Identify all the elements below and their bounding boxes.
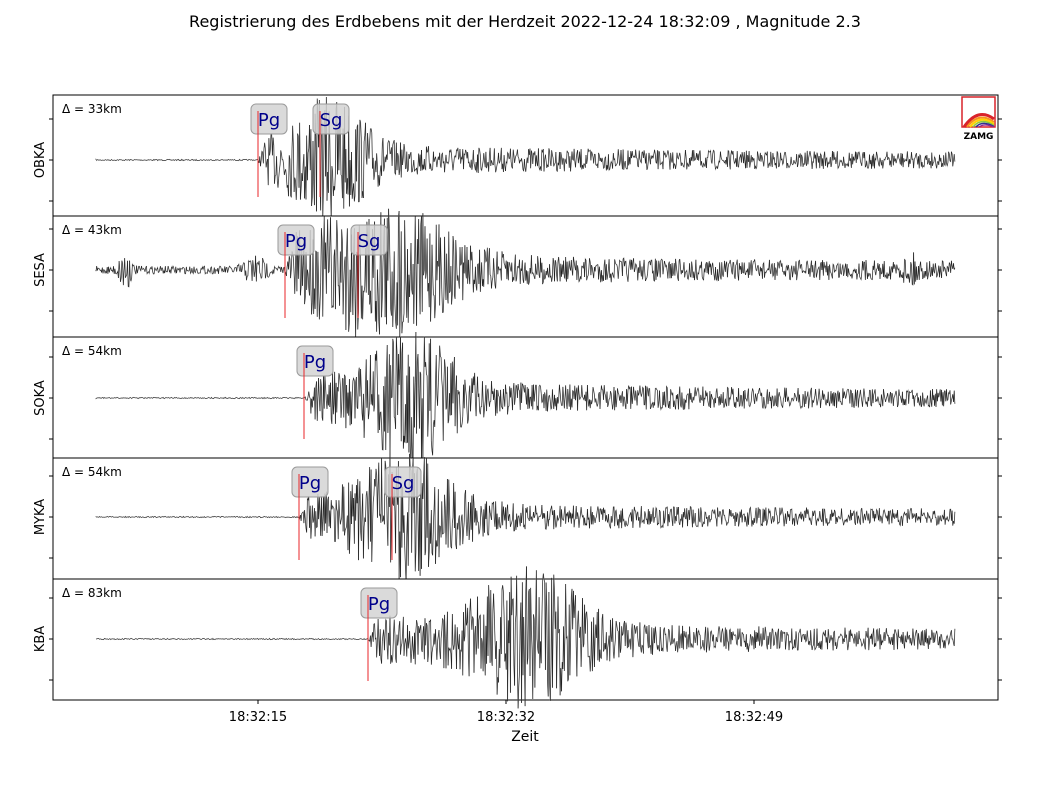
waveform-trace <box>95 331 956 462</box>
x-tick-label: 18:32:49 <box>725 710 783 725</box>
pick-pg: Pg <box>360 587 398 681</box>
panel-frame <box>52 336 999 459</box>
pick-pg: Pg <box>250 103 288 197</box>
pick-phase-label: Pg <box>285 231 307 252</box>
distance-label: Δ = 54km <box>62 465 122 479</box>
waveform-trace <box>95 452 956 583</box>
pick-phase-label: Sg <box>392 473 415 494</box>
x-tick-label: 18:32:32 <box>477 710 535 725</box>
distance-label: Δ = 83km <box>62 586 122 600</box>
pick-label-box <box>250 103 288 135</box>
x-axis-label: Zeit <box>511 729 539 745</box>
pick-label-box <box>312 103 350 135</box>
station-panels: OBKA Δ = 33km Pg Sg SESA Δ = 43km Pg Sg SOKA Δ = … <box>33 94 1002 709</box>
pick-phase-label: Pg <box>368 594 390 615</box>
pick-label-box <box>360 587 398 619</box>
station-label: OBKA <box>33 142 48 178</box>
pick-label-box <box>291 466 329 498</box>
pick-phase-label: Pg <box>299 473 321 494</box>
station-panel-obka: OBKA Δ = 33km Pg Sg <box>33 94 1002 220</box>
waveform-trace <box>95 96 956 220</box>
distance-label: Δ = 54km <box>62 344 122 358</box>
pick-phase-label: Pg <box>258 110 280 131</box>
station-label: KBA <box>33 626 48 652</box>
panel-frame <box>52 94 999 217</box>
pick-phase-label: Sg <box>358 231 381 252</box>
pick-sg: Sg <box>384 466 422 560</box>
pick-sg: Sg <box>350 224 388 318</box>
pick-sg: Sg <box>312 103 350 197</box>
station-panel-myka: MYKA Δ = 54km Pg Sg <box>33 452 1002 583</box>
station-panel-soka: SOKA Δ = 54km Pg <box>33 331 1002 462</box>
station-label: SESA <box>33 253 48 287</box>
x-tick-label: 18:32:15 <box>229 710 287 725</box>
waveform-trace <box>95 566 956 709</box>
pick-label-box <box>296 345 334 377</box>
pick-phase-label: Sg <box>320 110 343 131</box>
pick-pg: Pg <box>277 224 315 318</box>
pick-phase-label: Pg <box>304 352 326 373</box>
pick-pg: Pg <box>291 466 329 560</box>
zamg-logo: ZAMG <box>961 96 996 142</box>
chart-title: Registrierung des Erdbebens mit der Herd… <box>189 12 861 31</box>
station-label: MYKA <box>33 499 48 535</box>
station-panel-kba: KBA Δ = 83km Pg <box>33 566 1002 709</box>
pick-pg: Pg <box>296 345 334 439</box>
logo-text: ZAMG <box>964 132 994 142</box>
x-axis: Zeit 18:32:15 18:32:32 18:32:49 <box>229 700 783 745</box>
waveform-trace <box>95 208 956 337</box>
logo-frame-icon <box>961 96 996 128</box>
pick-label-box <box>350 224 388 256</box>
pick-label-box <box>384 466 422 498</box>
station-label: SOKA <box>33 380 48 416</box>
pick-label-box <box>277 224 315 256</box>
distance-label: Δ = 33km <box>62 102 122 116</box>
distance-label: Δ = 43km <box>62 223 122 237</box>
station-panel-sesa: SESA Δ = 43km Pg Sg <box>33 208 1002 338</box>
